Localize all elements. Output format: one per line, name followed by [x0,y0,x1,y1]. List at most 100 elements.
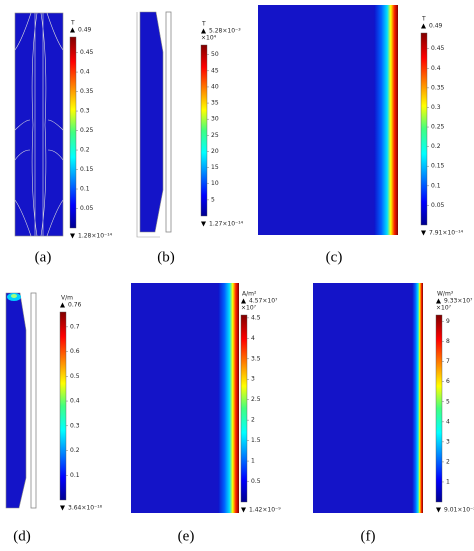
panel-label: (b) [157,249,175,265]
min-marker [436,507,441,513]
colorbar-tick-label: 25 [211,132,219,139]
colorbar-tick-label: 0.15 [431,163,445,170]
colorbar-tick-label: 0.45 [80,49,94,56]
min-marker [241,507,246,513]
colorbar-tick-label: 6 [446,378,450,385]
colorbar-tick-label: 1 [446,478,450,485]
min-marker [201,221,206,227]
colorbar-tick-label: 7 [446,358,450,365]
colorbar-tick-label: 3 [251,376,255,383]
colorbar-tick-label: 0.2 [431,143,441,150]
colorbar-min: 7.91×10⁻¹⁴ [429,230,464,237]
colorbar-tick-label: 35 [211,100,219,107]
colorbar-tick-label: 40 [211,83,219,90]
max-marker [201,28,206,34]
colorbar-tick-label: 9 [446,318,450,325]
colorbar-tick-label: 0.5 [70,373,80,380]
colorbar-multiplier: ×10⁷ [436,305,452,312]
colorbar-min: 1.28×10⁻¹⁴ [78,233,113,240]
colorbar-tick-label: 0.05 [431,202,445,209]
colorbar-unit: T [201,21,206,28]
colorbar-min: 3.64×10⁻¹⁸ [68,505,103,512]
colorbar-tick-label: 0.4 [80,69,90,76]
max-marker [436,298,441,304]
plot-b [136,11,172,238]
colorbar-tick-label: 3 [446,438,450,445]
colorbar-tick-label: 0.05 [80,205,94,212]
colorbar-max: 5.28×10⁻³ [209,28,241,35]
colorbar-tick-label: 0.35 [431,84,445,91]
max-marker [70,27,75,33]
colorbar-max: 0.49 [78,27,92,34]
panel-label: (f) [361,528,376,544]
colorbar [200,44,208,217]
colorbar-tick-label: 0.1 [70,472,80,479]
colorbar-tick-label: 0.3 [70,422,80,429]
colorbar [69,36,77,229]
colorbar [240,314,248,503]
plot-f [313,283,423,513]
colorbar-tick-label: 8 [446,338,450,345]
colorbar-tick-label: 0.2 [80,147,90,154]
colorbar-tick-label: 5 [211,196,215,203]
min-marker [421,230,426,236]
colorbar-unit: A/m² [242,291,257,298]
colorbar-unit: V/m [61,295,73,302]
colorbar-tick-label: 0.1 [80,186,90,193]
colorbar-tick-label: 0.15 [80,166,94,173]
colorbar-tick-label: 0.25 [80,127,94,134]
colorbar [420,32,428,226]
plot-a [14,12,64,237]
colorbar-unit: W/m³ [437,291,454,298]
plot-e [131,283,239,513]
colorbar-tick-label: 4.5 [251,314,261,321]
colorbar-multiplier: ×10⁷ [241,305,257,312]
panel-label: (e) [178,528,195,544]
colorbar-tick-label: 2 [446,458,450,465]
panel-label: (a) [35,249,52,265]
colorbar-tick-label: 0.4 [70,398,80,405]
colorbar-max: 0.76 [68,302,82,309]
colorbar-tick-label: 5 [446,398,450,405]
colorbar-max: 0.49 [429,23,443,30]
colorbar-multiplier: ×10⁴ [201,35,217,42]
max-marker [421,23,426,29]
colorbar-tick-label: 2 [251,417,255,424]
colorbar-tick-label: 0.25 [431,124,445,131]
colorbar-min: 1.27×10⁻¹⁴ [209,221,244,228]
colorbar-tick-label: 20 [211,148,219,155]
colorbar-tick-label: 45 [211,67,219,74]
colorbar [435,314,443,503]
colorbar-tick-label: 0.2 [70,447,80,454]
colorbar-min: 1.42×10⁻⁹ [249,507,281,514]
colorbar-tick-label: 0.3 [431,104,441,111]
colorbar-tick-label: 0.45 [431,45,445,52]
colorbar-unit: T [70,20,75,27]
colorbar-tick-label: 4 [446,418,450,425]
colorbar [59,311,67,501]
colorbar-tick-label: 0.1 [431,182,441,189]
colorbar-tick-label: 0.35 [80,88,94,95]
max-marker [60,302,65,308]
panel-label: (d) [13,528,31,544]
colorbar-tick-label: 1 [251,458,255,465]
colorbar-tick-label: 0.7 [70,323,80,330]
colorbar-tick-label: 0.4 [431,65,441,72]
plot-d [5,292,37,509]
colorbar-tick-label: 4 [251,335,255,342]
colorbar-tick-label: 30 [211,116,219,123]
colorbar-tick-label: 1.5 [251,437,261,444]
colorbar-tick-label: 0.5 [251,478,261,485]
colorbar-unit: T [421,16,426,23]
min-marker [60,505,65,511]
colorbar-max: 4.57×10⁷ [249,298,278,305]
colorbar-tick-label: 2.5 [251,396,261,403]
colorbar-tick-label: 0.6 [70,348,80,355]
min-marker [70,233,75,239]
plot-c [258,5,398,235]
colorbar-tick-label: 50 [211,51,219,58]
colorbar-tick-label: 15 [211,164,219,171]
colorbar-max: 9.33×10⁷ [444,298,473,305]
colorbar-tick-label: 10 [211,180,219,187]
